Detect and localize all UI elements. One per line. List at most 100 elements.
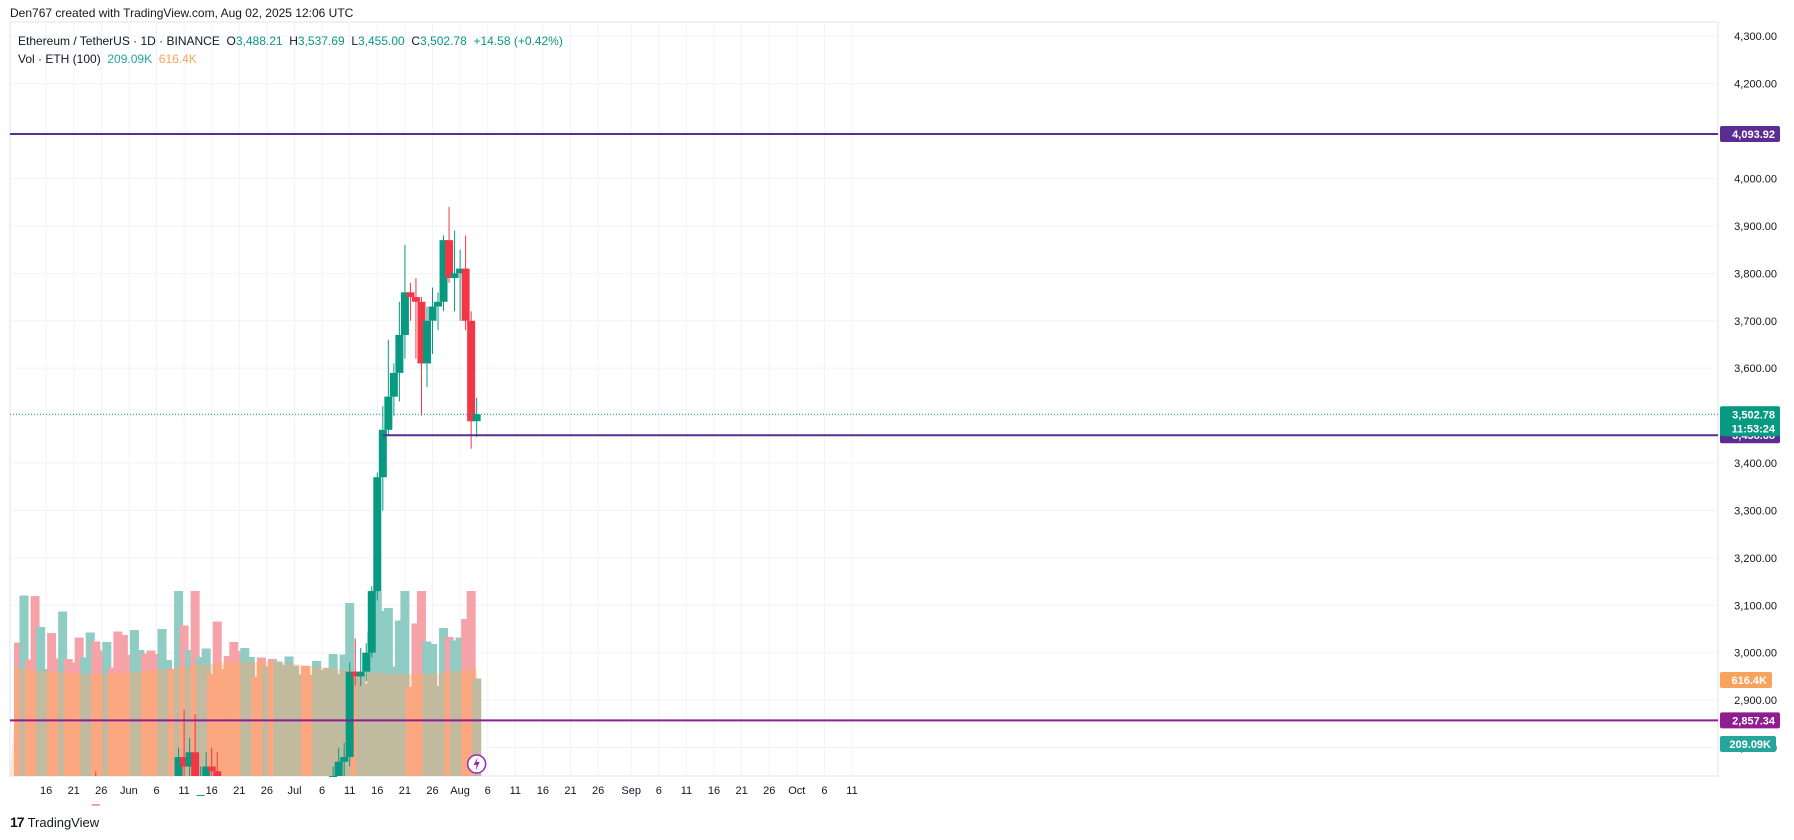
x-tick-label: 11 bbox=[846, 785, 857, 797]
volume-ma-tag: 616.4K bbox=[1720, 672, 1772, 688]
volume-ma-overlap bbox=[372, 672, 382, 776]
candle-body bbox=[174, 757, 183, 776]
chart-credit: Den767 created with TradingView.com, Aug… bbox=[10, 6, 354, 20]
x-tick-label: 21 bbox=[399, 785, 411, 797]
volume-ma-overlap bbox=[416, 673, 426, 776]
x-tick-label: 26 bbox=[592, 785, 604, 797]
volume-ma-overlap bbox=[85, 673, 95, 776]
x-tick-label: 26 bbox=[426, 785, 438, 797]
volume-ma-overlap bbox=[207, 674, 217, 776]
volume-ma-overlap bbox=[472, 678, 482, 776]
candle bbox=[345, 662, 354, 767]
volume-ma-overlap bbox=[439, 672, 449, 776]
close-label: C bbox=[411, 34, 421, 48]
volume-ma-overlap bbox=[52, 672, 62, 776]
volume-ma-overlap bbox=[411, 673, 421, 776]
y-tick-label: 3,600.00 bbox=[1734, 363, 1777, 375]
candle-body bbox=[180, 757, 189, 767]
candle bbox=[411, 278, 420, 359]
volume-ma-overlap bbox=[91, 673, 101, 776]
candle bbox=[384, 339, 393, 435]
candle bbox=[417, 297, 426, 416]
volume-ma-overlap bbox=[146, 670, 156, 776]
candle bbox=[91, 771, 100, 806]
candle-body bbox=[395, 334, 404, 373]
candle-body bbox=[367, 591, 376, 653]
volume-legend: Vol · ETH (100) 209.09K 616.4K bbox=[18, 52, 197, 66]
volume-ma-overlap bbox=[19, 668, 29, 776]
volume-tag-bg bbox=[1720, 736, 1776, 752]
volume-ma-value: 616.4K bbox=[158, 52, 197, 66]
lightning-icon[interactable] bbox=[466, 754, 487, 774]
candle-body bbox=[373, 477, 382, 592]
candle bbox=[428, 287, 437, 354]
candle-body bbox=[334, 761, 343, 776]
y-tick-label: 2,900.00 bbox=[1734, 695, 1777, 707]
y-tick-label: 4,000.00 bbox=[1734, 173, 1777, 185]
candle-body bbox=[472, 414, 481, 422]
volume-ma-overlap bbox=[361, 684, 371, 776]
volume-tag: 209.09K bbox=[1720, 736, 1776, 752]
candle bbox=[378, 406, 387, 511]
volume-ma-overlap bbox=[118, 673, 128, 776]
price-level-tag: 2,857.34 bbox=[1720, 712, 1780, 729]
candle-body bbox=[389, 372, 398, 397]
x-tick-label: Sep bbox=[621, 785, 641, 797]
x-tick-label: 11 bbox=[178, 785, 189, 797]
volume-ma-overlap bbox=[218, 669, 228, 776]
candle bbox=[422, 306, 431, 388]
candle-body bbox=[362, 652, 371, 672]
volume-ma-overlap bbox=[229, 662, 239, 776]
candle-body bbox=[196, 794, 205, 796]
candle bbox=[191, 714, 200, 776]
volume-ma-overlap bbox=[140, 671, 150, 776]
x-tick-label: Oct bbox=[788, 785, 805, 797]
volume-ma-overlap bbox=[450, 671, 460, 776]
candle-body bbox=[417, 301, 426, 364]
candle-body bbox=[91, 804, 100, 806]
candle-body bbox=[351, 671, 360, 677]
symbol-legend: Ethereum / TetherUS · 1D · BINANCE O3,48… bbox=[18, 34, 563, 48]
candle-body bbox=[461, 268, 470, 321]
candle-body bbox=[207, 766, 216, 772]
x-tick-label: 16 bbox=[40, 785, 52, 797]
x-tick-label: 26 bbox=[261, 785, 273, 797]
candle-body bbox=[450, 273, 459, 279]
candle-body bbox=[340, 757, 349, 762]
candle-body bbox=[345, 671, 354, 758]
candle bbox=[373, 472, 382, 601]
candle bbox=[207, 747, 216, 776]
candle-body bbox=[202, 766, 211, 776]
y-tick-label: 3,900.00 bbox=[1734, 221, 1777, 233]
volume-ma-overlap bbox=[378, 673, 388, 776]
volume-ma-overlap bbox=[69, 673, 79, 776]
last-price-tag: 3,502.78 11:53:24 bbox=[1720, 406, 1780, 437]
candle-body bbox=[456, 268, 465, 274]
last-price-tag-text: 3,502.78 bbox=[1732, 409, 1775, 421]
volume-ma-overlap bbox=[74, 673, 84, 776]
candle-body bbox=[356, 671, 365, 677]
candle bbox=[356, 647, 365, 686]
x-tick-label: 21 bbox=[564, 785, 576, 797]
volume-ma-overlap bbox=[422, 673, 432, 776]
candle bbox=[445, 206, 454, 283]
x-tick-label: 16 bbox=[708, 785, 720, 797]
tradingview-brand[interactable]: 17 TradingView bbox=[10, 814, 99, 830]
candle-body bbox=[434, 301, 443, 307]
volume-ma-overlap bbox=[466, 669, 476, 776]
open-value: 3,488.21 bbox=[235, 34, 283, 48]
volume-ma-overlap bbox=[350, 678, 360, 776]
candle bbox=[334, 747, 343, 776]
candle bbox=[472, 397, 481, 437]
x-tick-label: 26 bbox=[95, 785, 107, 797]
price-level-tag-bg bbox=[1720, 712, 1780, 729]
volume-ma-overlap bbox=[14, 668, 23, 776]
volume-ma-overlap bbox=[129, 672, 139, 776]
x-tick-label: 11 bbox=[344, 785, 355, 797]
candle-body bbox=[411, 297, 420, 302]
candle bbox=[395, 301, 404, 402]
close-value: 3,502.78 bbox=[420, 34, 467, 48]
volume-ma-overlap bbox=[163, 668, 173, 776]
candle-body bbox=[422, 320, 431, 364]
